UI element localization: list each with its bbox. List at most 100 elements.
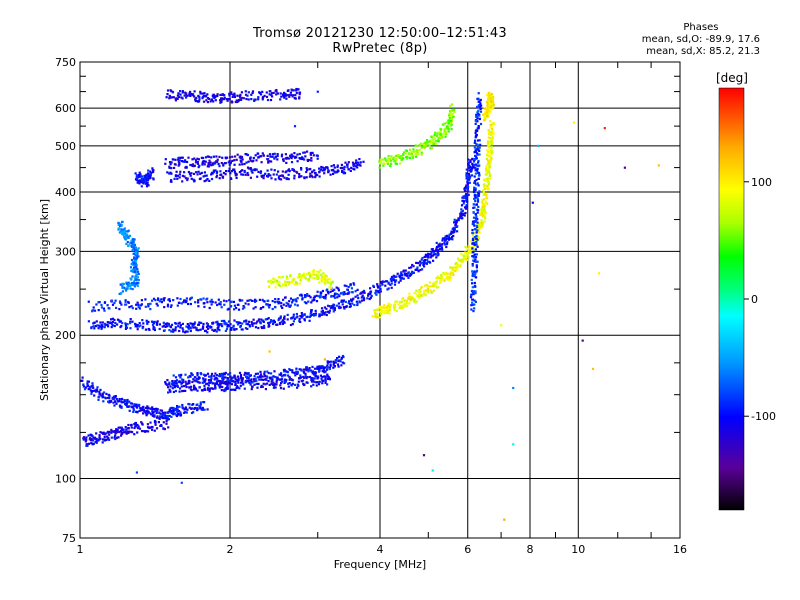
trace-point — [146, 412, 149, 415]
trace-point — [237, 308, 241, 311]
trace-point — [333, 307, 336, 310]
trace-point — [226, 377, 229, 380]
trace-point — [95, 441, 98, 444]
trace-point — [253, 99, 256, 102]
trace-point — [162, 427, 165, 430]
trace-point — [166, 322, 169, 325]
trace-point — [454, 223, 458, 226]
trace-point — [266, 299, 269, 302]
trace-point — [210, 377, 213, 380]
trace-point — [241, 380, 244, 383]
trace-point — [300, 175, 303, 178]
trace-point — [288, 378, 291, 381]
trace-point — [230, 327, 233, 330]
trace-point — [222, 299, 226, 302]
trace-point — [187, 326, 190, 329]
trace-point — [389, 283, 392, 286]
trace-point — [135, 307, 138, 310]
trace-point — [340, 292, 343, 295]
trace-point — [186, 382, 189, 385]
trace-point — [211, 328, 214, 331]
trace-point — [151, 410, 154, 413]
trace-point — [189, 174, 192, 177]
trace-point — [95, 432, 98, 435]
trace-point — [337, 289, 340, 292]
trace-point — [303, 177, 306, 180]
trace-point — [298, 294, 302, 297]
trace-point — [434, 283, 437, 286]
trace-point — [308, 271, 311, 274]
trace-point — [238, 298, 241, 301]
trace-point — [214, 387, 217, 390]
trace-point — [181, 327, 184, 330]
trace-point — [161, 325, 164, 328]
trace-point — [160, 424, 163, 427]
trace-point — [311, 151, 314, 154]
trace-point — [411, 297, 414, 300]
trace-point — [114, 400, 117, 403]
trace-point — [157, 421, 160, 424]
trace-point — [248, 374, 251, 377]
trace-point — [206, 297, 209, 300]
trace-point — [251, 324, 254, 327]
trace-point — [179, 326, 182, 329]
trace-point — [155, 410, 158, 413]
trace-point — [269, 174, 272, 177]
trace-point — [332, 164, 335, 167]
trace-point — [281, 170, 284, 173]
trace-point — [163, 306, 166, 309]
trace-point — [168, 409, 171, 412]
trace-point — [172, 299, 175, 302]
trace-point — [488, 104, 491, 107]
trace-point — [136, 284, 139, 288]
trace-point — [478, 139, 481, 142]
trace-point — [282, 158, 285, 161]
trace-point — [472, 255, 475, 258]
trace-point — [419, 144, 422, 147]
trace-point — [186, 178, 189, 182]
trace-point — [476, 182, 479, 185]
trace-point — [168, 300, 171, 303]
trace-point — [220, 319, 223, 323]
trace-point — [184, 411, 187, 414]
trace-point — [183, 171, 186, 174]
trace-point — [170, 323, 174, 326]
trace-point — [461, 196, 464, 199]
trace-point — [310, 159, 313, 162]
trace-point — [134, 246, 137, 249]
trace-point — [204, 174, 207, 177]
trace-point — [398, 156, 401, 159]
trace-point — [358, 163, 361, 166]
trace-point — [104, 324, 107, 327]
trace-point — [230, 300, 233, 303]
trace-point — [321, 166, 324, 169]
trace-point — [188, 92, 191, 95]
trace-point — [345, 305, 348, 309]
trace-point — [432, 259, 435, 262]
trace-point — [287, 173, 290, 176]
trace-point — [432, 284, 435, 288]
trace-point — [286, 94, 290, 97]
trace-point — [372, 284, 375, 287]
trace-point — [185, 96, 188, 99]
trace-point — [180, 373, 183, 376]
trace-point — [285, 370, 288, 373]
trace-point — [189, 90, 192, 93]
trace-point — [405, 155, 408, 159]
trace-point — [477, 192, 480, 195]
trace-point — [167, 411, 170, 414]
trace-point — [199, 177, 202, 180]
trace-point — [217, 383, 220, 387]
trace-point — [405, 272, 408, 275]
trace-point — [473, 220, 476, 223]
trace-point — [490, 146, 493, 149]
trace-point — [238, 387, 241, 390]
trace-point — [159, 409, 162, 412]
trace-point — [140, 421, 143, 424]
trace-point — [105, 432, 108, 435]
trace-point — [457, 263, 460, 266]
trace-point — [93, 394, 96, 397]
trace-point — [453, 218, 456, 221]
trace-point — [421, 145, 424, 148]
trace-point — [81, 376, 84, 379]
